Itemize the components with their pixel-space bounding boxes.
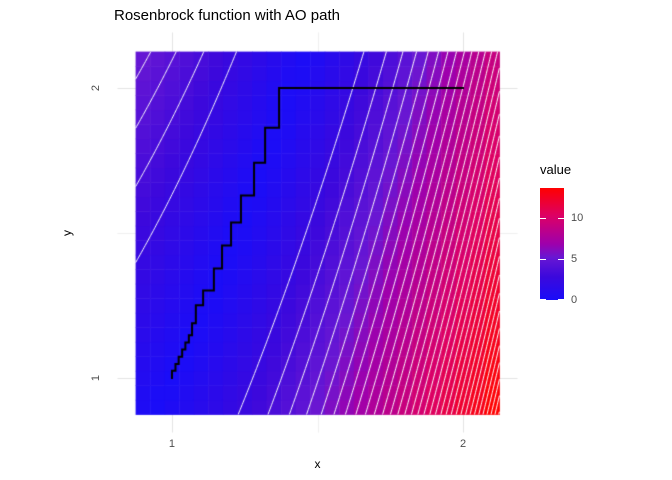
legend-tick-label: 10 <box>571 211 584 224</box>
legend-tick-mark <box>540 258 564 260</box>
y-tick-label-1: 1 <box>90 375 102 382</box>
legend-tick-mark <box>540 299 564 300</box>
legend-tick-label: 5 <box>571 252 578 265</box>
x-tick-label-2: 2 <box>459 438 467 450</box>
legend-tick-label: 0 <box>571 294 578 306</box>
y-tick-label-2: 2 <box>90 84 102 91</box>
legend-title: value <box>540 162 572 177</box>
legend-gradient-bar <box>540 188 564 300</box>
x-tick-label-1: 1 <box>168 438 176 450</box>
legend-tick-mark <box>540 217 564 219</box>
y-axis-title: y <box>60 229 74 236</box>
x-axis-title: x <box>314 457 321 471</box>
